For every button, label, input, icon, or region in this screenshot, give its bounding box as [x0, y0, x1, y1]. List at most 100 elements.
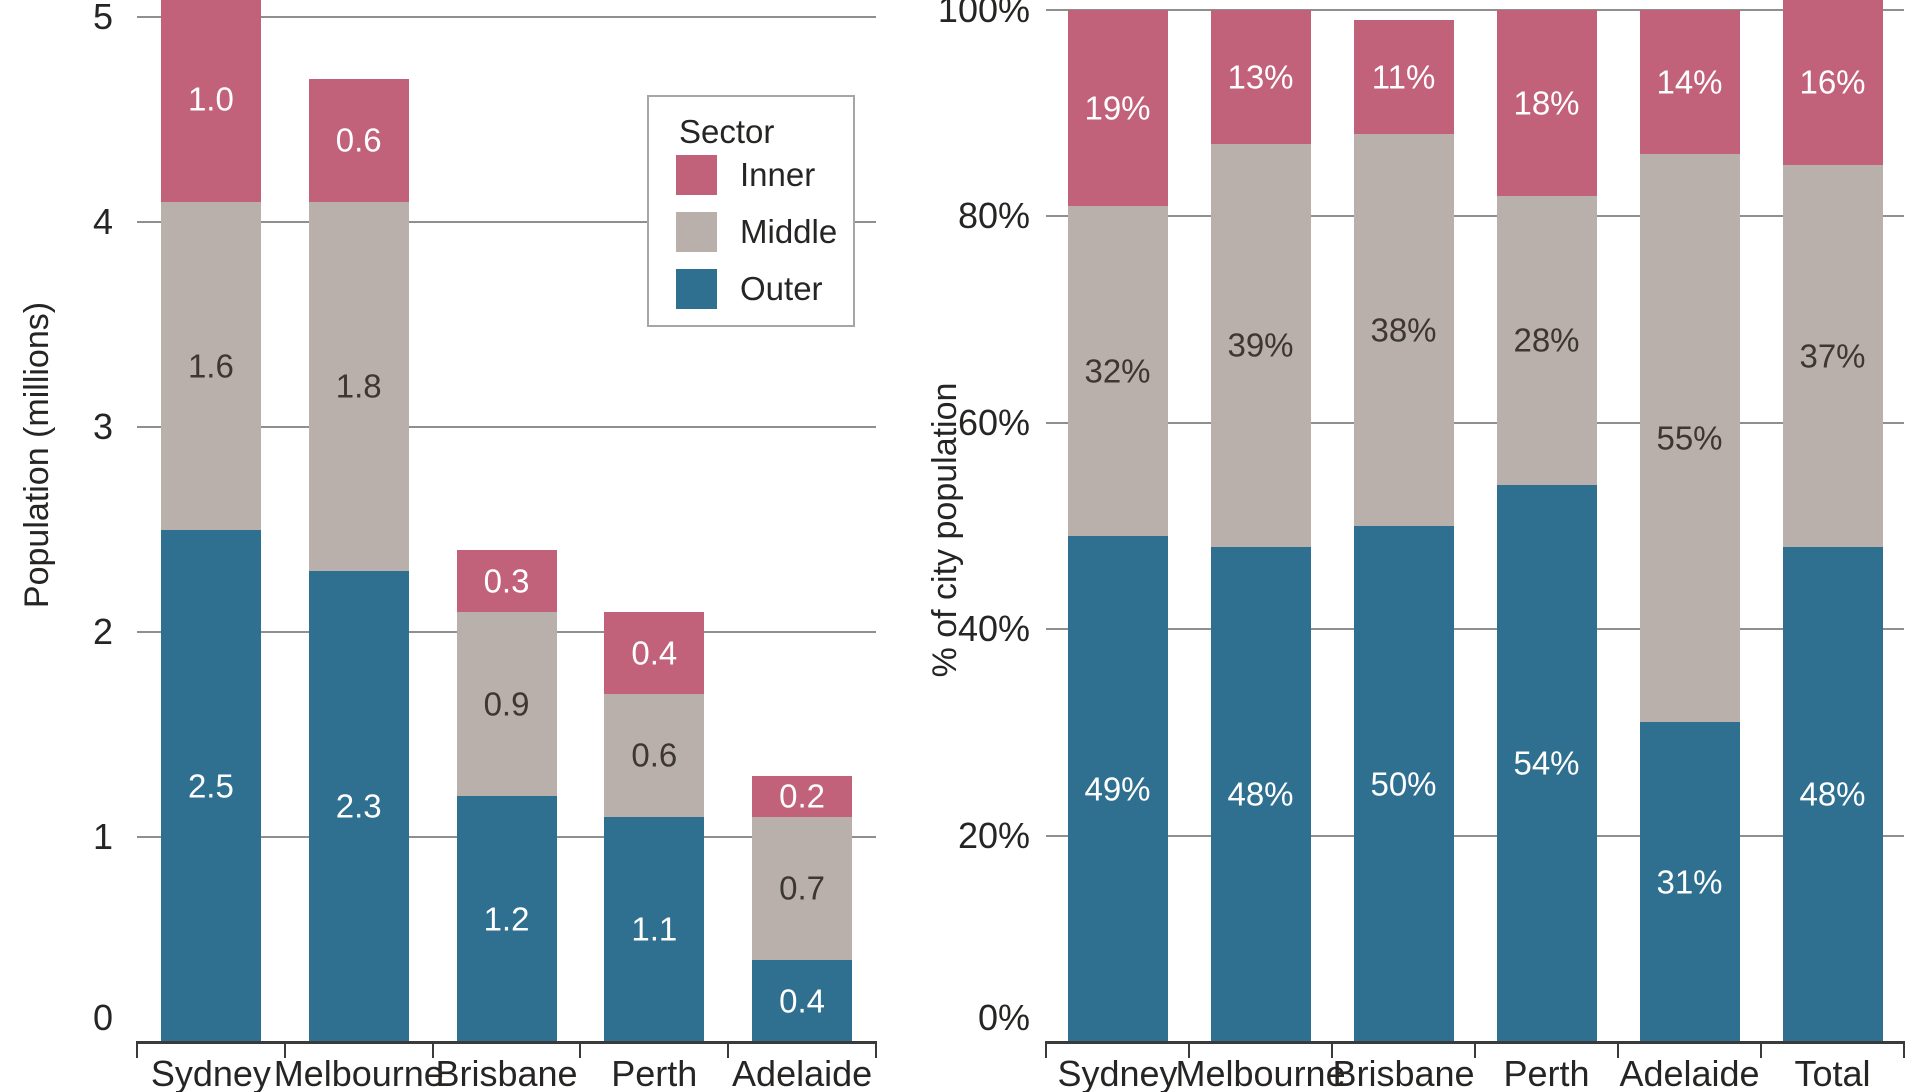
x-axis-tick	[283, 1042, 286, 1058]
gridline	[1046, 421, 1904, 424]
x-tick-label-melbourne: Melbourne	[273, 1053, 444, 1092]
bar-value-label: 0.9	[483, 685, 530, 723]
bar-segment-total-outer	[1782, 546, 1883, 1042]
bar-value-label: 32%	[1084, 352, 1151, 390]
bar-segment-melbourne-inner	[308, 78, 409, 202]
bar-segment-melbourne-outer	[1210, 546, 1311, 1042]
bar-segment-perth-middle	[1496, 195, 1597, 485]
bar-segment-adelaide-inner	[752, 775, 853, 817]
bar-segment-melbourne-middle	[1210, 144, 1311, 547]
legend-swatch-inner	[676, 155, 717, 195]
gridline	[137, 426, 876, 428]
x-tick-label-perth: Perth	[1503, 1053, 1590, 1092]
legend: Sector Inner Middle Outer	[647, 95, 855, 327]
bar-segment-perth-middle	[604, 693, 705, 817]
y-tick-label: 2	[92, 611, 113, 652]
legend-label-inner: Inner	[740, 156, 816, 193]
bar-value-label: 1.0	[187, 80, 234, 118]
bar-segment-perth-outer	[604, 816, 705, 1042]
x-axis-tick	[1045, 1042, 1047, 1058]
x-tick-label-brisbane: Brisbane	[1332, 1053, 1475, 1092]
bar-segment-melbourne-outer	[308, 570, 409, 1042]
y-tick-label: 60%	[957, 401, 1030, 443]
bar-segment-adelaide-middle	[752, 816, 853, 960]
bar-segment-total-inner	[1782, 0, 1883, 165]
x-tick-label-adelaide: Adelaide	[732, 1053, 873, 1092]
x-axis-tick	[431, 1042, 434, 1058]
bar-value-label: 2.3	[335, 787, 382, 825]
bar-value-label: 0.6	[631, 736, 678, 774]
gridline	[1046, 215, 1904, 218]
bar-segment-perth-outer	[1496, 484, 1597, 1042]
bar-value-label: 0.4	[779, 982, 826, 1020]
bar-value-label: 0.7	[779, 869, 826, 907]
bar-segment-sydney-outer	[1067, 536, 1168, 1042]
bar-segment-brisbane-inner	[456, 550, 557, 612]
x-tick-label-melbourne: Melbourne	[1175, 1053, 1346, 1092]
bar-value-label: 28%	[1513, 321, 1580, 359]
x-axis-tick	[875, 1042, 877, 1058]
bar-segment-sydney-middle	[1067, 206, 1168, 537]
x-axis-tick	[1903, 1042, 1905, 1058]
gridline	[1046, 834, 1904, 837]
y-tick-label: 5	[92, 0, 113, 37]
bar-segment-adelaide-middle	[1639, 154, 1740, 723]
bar-segment-total-middle	[1782, 164, 1883, 547]
legend-swatch-middle	[676, 212, 717, 252]
bar-segment-brisbane-middle	[456, 611, 557, 796]
bar-segment-melbourne-inner	[1210, 10, 1311, 145]
bar-value-label: 1.8	[335, 367, 382, 405]
bar-segment-sydney-outer	[160, 529, 261, 1042]
bar-segment-brisbane-outer	[1353, 526, 1454, 1042]
bar-value-label: 0.2	[779, 777, 826, 815]
left-y-axis-title: Population (millions)	[18, 301, 56, 609]
x-axis-tick	[1617, 1042, 1619, 1058]
x-axis-tick	[1474, 1042, 1476, 1058]
x-axis-tick	[1188, 1042, 1190, 1058]
bar-value-label: 2.5	[187, 767, 234, 805]
x-axis-line	[136, 1041, 877, 1044]
legend-label-middle: Middle	[740, 213, 838, 250]
legend-item-middle: Middle	[676, 212, 846, 252]
x-axis-tick	[1760, 1042, 1762, 1058]
bar-value-label: 18%	[1513, 84, 1580, 122]
gridline	[1046, 628, 1904, 631]
x-tick-label-brisbane: Brisbane	[435, 1053, 578, 1092]
bar-value-label: 31%	[1656, 863, 1723, 901]
bar-segment-sydney-middle	[160, 201, 261, 530]
x-tick-label-adelaide: Adelaide	[1619, 1053, 1760, 1092]
bar-segment-brisbane-inner	[1353, 20, 1454, 134]
y-tick-label: 100%	[937, 0, 1030, 30]
x-tick-label-total: Total	[1794, 1053, 1871, 1092]
legend-item-outer: Outer	[676, 269, 846, 309]
y-tick-label: 40%	[957, 608, 1030, 650]
legend-item-inner: Inner	[676, 155, 846, 195]
gridline	[137, 16, 876, 18]
bar-value-label: 49%	[1084, 770, 1151, 808]
x-axis-tick	[136, 1042, 138, 1058]
bar-value-label: 55%	[1656, 419, 1723, 457]
bar-segment-adelaide-outer	[1639, 722, 1740, 1042]
bar-segment-perth-inner	[604, 611, 705, 694]
bar-value-label: 54%	[1513, 744, 1580, 782]
y-tick-label: 0%	[977, 997, 1030, 1038]
bar-value-label: 38%	[1370, 311, 1437, 349]
x-tick-label-sydney: Sydney	[150, 1053, 271, 1092]
bar-value-label: 16%	[1799, 63, 1866, 101]
bar-segment-brisbane-middle	[1353, 133, 1454, 526]
bar-segment-adelaide-inner	[1639, 10, 1740, 155]
y-tick-label: 4	[92, 201, 113, 242]
bar-segment-perth-inner	[1496, 10, 1597, 196]
gridline	[137, 221, 876, 223]
y-tick-label: 3	[92, 406, 113, 447]
bar-value-label: 0.4	[631, 634, 678, 671]
bar-value-label: 0.3	[483, 562, 530, 600]
bar-value-label: 1.1	[631, 910, 678, 948]
x-axis-tick	[727, 1042, 730, 1058]
legend-swatch-outer	[676, 269, 717, 309]
bar-value-label: 48%	[1227, 775, 1294, 813]
bar-value-label: 13%	[1227, 58, 1294, 96]
bar-segment-brisbane-outer	[456, 796, 557, 1042]
bar-value-label: 1.2	[483, 900, 530, 938]
